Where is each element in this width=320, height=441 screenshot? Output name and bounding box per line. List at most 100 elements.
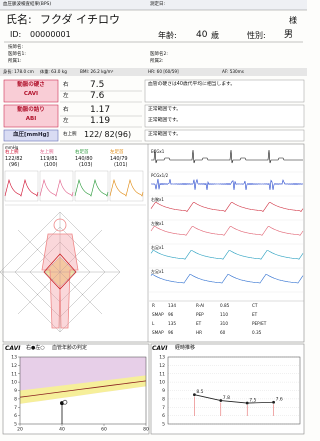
y-tick-label: 10 [11,380,17,386]
x-tick-label: 20 [17,427,23,433]
result-value: 1.17 [90,106,110,115]
wave-label: PCGx1/2 [151,174,168,178]
wave-table-cell: L [152,322,154,326]
wave-table-cell: SMAP [152,331,164,335]
measurement: HR: 60 [60/59] [148,70,179,74]
wave-label: ECGx1 [151,150,164,154]
staff-label: 所属2: [150,60,163,65]
result-side: 右 [63,83,69,89]
bp-mean: (100) [44,163,57,168]
wave-table-cell: R-AI [196,304,204,308]
age-chart-title: 右●左○ [26,346,45,351]
y-tick-label: 5 [162,422,165,428]
result-label: 動脈の硬さ [4,83,58,89]
result-side: 右上腕 [63,133,77,138]
result-side: 左 [63,119,69,125]
pulse-box [75,171,108,201]
wave-table-cell: PEP [196,313,204,317]
wave-table-cell: CT [252,304,257,308]
staff-label: 技師名: [8,46,23,51]
result-value: 122/ 82(96) [84,131,131,139]
result-side: 右 [63,108,69,114]
wave-table-cell: 96 [168,331,173,335]
y-tick-label: 8 [14,396,17,402]
wave-table-cell: SMAP [152,313,164,317]
wave-table-cell: 135 [168,322,176,326]
result-comment: 正常範囲です。 [148,108,181,113]
measurement: 体重: 63.0 kg [40,70,67,74]
cavi-left-point [63,400,67,404]
wave-label: 左腕x1 [151,222,164,226]
y-tick-label: 10 [159,380,165,386]
wave-table-cell: 60 [220,331,225,335]
id-label: ID: [10,31,21,39]
result-label: CAVI [4,92,58,98]
trend-point [219,399,222,402]
staff-label: 所属1: [8,60,21,65]
y-tick-label: 13 [11,355,17,361]
bp-site: 左足首 [110,151,124,156]
honorific: 様 [289,17,297,25]
result-label: 血圧[mmHg] [4,133,58,139]
staff-label: 医師名2: [150,53,168,58]
measurement: 身長: 178.0 cm [3,70,34,74]
trend-title: 経時推移 [175,346,195,351]
wave-table-cell: 0.85 [220,304,229,308]
trend-value-label: 8.5 [196,389,203,395]
bp-mean: (101) [114,163,127,168]
result-comment: 正常範囲です。 [148,119,181,124]
age-chart-title: CAVI [5,346,21,352]
trend-point [272,401,275,404]
result-label: 動脈の詰り [4,108,58,114]
age-chart-title: 血管年齢の判定 [52,346,87,351]
pulse-box [110,171,143,201]
patient-id: 00000001 [30,31,71,39]
trend-frame [151,344,304,434]
result-value: 7.6 [90,92,104,101]
trend-point [193,393,196,396]
age-unit: 歳 [211,32,219,40]
wave-table-cell: 96 [168,313,173,317]
result-side: 左 [63,94,69,100]
wave-table-cell: PEP/ET [252,322,266,326]
result-label: ABI [4,117,58,123]
x-tick-label: 60 [101,427,107,433]
sex-label: 性別: [247,32,266,40]
y-tick-label: 6 [14,413,17,419]
wave-label: 右腕x1 [151,198,164,202]
trend-title: CAVI [152,346,168,352]
pulse-box [40,171,73,201]
y-tick-label: 11 [11,371,17,377]
trend-value-label: 7.5 [249,398,256,404]
wave-table-cell: R [152,304,155,308]
wave-table-cell: 310 [220,322,228,326]
wave-label: 左足x1 [151,270,164,274]
result-value: 1.19 [90,117,110,126]
wave-label: 右足x1 [151,246,164,250]
wave-table-cell: HR [196,331,202,335]
patient-name: フクダ イチロウ [40,14,120,25]
y-tick-label: 7 [162,405,165,411]
wave-table-cell: ET [252,313,257,317]
staff-label: 医師名1: [8,53,26,58]
sex: 男 [284,31,293,40]
result-value: 7.5 [90,81,104,90]
x-tick-label: 40 [59,427,65,433]
wave-table-cell: 110 [220,313,228,317]
trend-value-label: 7.6 [276,397,283,403]
date-label: 測定日: [150,3,165,8]
bp-mean: (96) [9,163,19,168]
bp-site: 右足首 [75,151,89,156]
y-tick-label: 6 [162,413,165,419]
y-tick-label: 9 [14,388,17,394]
age: 40 [196,31,207,40]
wave-table-cell: 134 [168,304,176,308]
result-comment: 正常範囲です。 [148,133,181,138]
wave-table-cell: ET [196,322,201,326]
pulse-box [5,171,38,201]
trend-point [246,402,249,405]
y-tick-label: 9 [162,388,165,394]
bp-site: 右上腕 [5,151,19,156]
result-comment: 血管の硬さは40歳代平均に相当します。 [148,83,235,88]
